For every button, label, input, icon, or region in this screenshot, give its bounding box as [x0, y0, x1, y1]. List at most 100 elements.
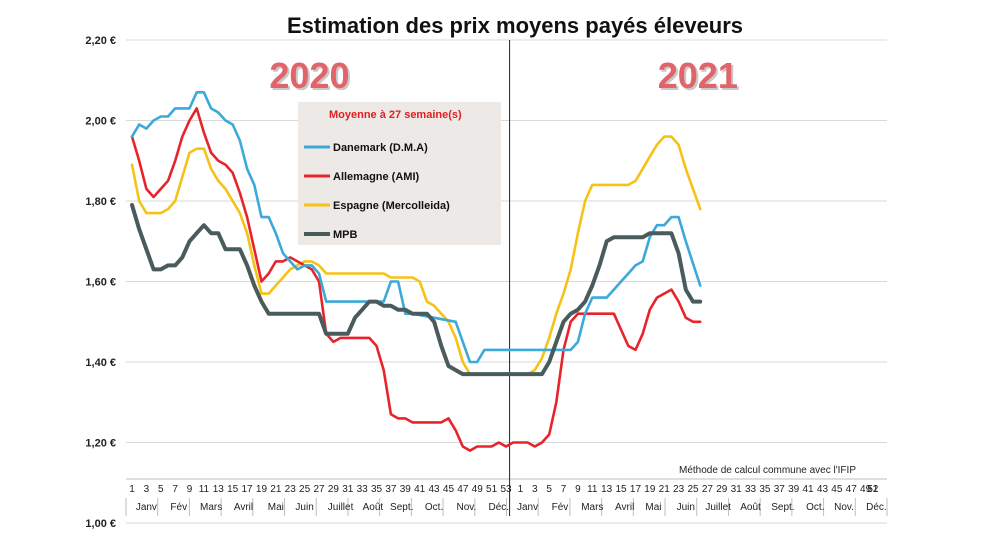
legend-label: Allemagne (AMI) — [333, 171, 420, 183]
x-week-label: 31 — [342, 484, 354, 495]
y-tick-label: 1,20 € — [85, 438, 116, 450]
annotation: Méthode de calcul commune avec l'IFIP — [679, 465, 856, 476]
x-week-label: 43 — [429, 484, 441, 495]
x-month-label: Avril — [615, 502, 634, 513]
x-month-label: Août — [740, 502, 761, 513]
legend: Moyenne à 27 semaine(s) Danemark (D.M.A) A… — [298, 102, 501, 245]
x-month-label: Juillet — [705, 502, 731, 513]
x-week-label: 29 — [716, 484, 728, 495]
x-month-label: Mai — [645, 502, 661, 513]
x-week-label: 15 — [616, 484, 628, 495]
x-week-label: 13 — [213, 484, 225, 495]
x-month-label: Fév — [170, 502, 187, 513]
series-line — [130, 203, 703, 377]
x-week-label: 33 — [745, 484, 757, 495]
x-week-label: 43 — [817, 484, 829, 495]
chart-title: Estimation des prix moyens payés éleveur… — [287, 13, 743, 38]
x-week-label: 51 — [486, 484, 498, 495]
x-week-label: 29 — [328, 484, 340, 495]
x-month-label: Juin — [295, 502, 313, 513]
x-week-label: 11 — [587, 484, 598, 495]
x-week-label: 23 — [673, 484, 685, 495]
x-week-label: 9 — [187, 484, 193, 495]
x-week-label: 25 — [687, 484, 699, 495]
x-week-label: 15 — [227, 484, 239, 495]
y-tick-label: 2,00 € — [85, 116, 116, 128]
x-axis: 1 3 5 7 9 11 13 15 17 19 21 23 25 27 29 31 33 35 37 39 41 43 4… — [125, 478, 888, 516]
x-month-label: Janv — [136, 502, 157, 513]
x-week-label: 19 — [644, 484, 656, 495]
x-week-label: 37 — [385, 484, 397, 495]
x-week-label: 3 — [144, 484, 150, 495]
x-week-label: 35 — [759, 484, 771, 495]
x-month-label: Juillet — [328, 502, 354, 513]
y-tick-label: 1,60 € — [85, 277, 116, 289]
x-month-label: Nov. — [834, 502, 854, 513]
x-month-label: Sept. — [390, 502, 413, 513]
x-week-label: 41 — [803, 484, 815, 495]
x-week-label: 53 — [500, 484, 512, 495]
x-week-label: 1 — [518, 484, 524, 495]
x-week-label: 17 — [242, 484, 254, 495]
y-tick-label: 1,80 € — [85, 196, 116, 208]
legend-box — [298, 102, 501, 245]
legend-title: Moyenne à 27 semaine(s) — [329, 109, 462, 121]
x-week-label: 9 — [575, 484, 581, 495]
x-week-label: 17 — [630, 484, 642, 495]
y-tick-label: 2,20 € — [85, 35, 116, 47]
x-week-label: 33 — [357, 484, 369, 495]
x-week-label: 47 — [457, 484, 469, 495]
x-month-label: Fév — [552, 502, 569, 513]
series-lines — [130, 91, 703, 452]
series-line — [130, 91, 702, 364]
x-week-label: 45 — [443, 484, 455, 495]
x-month-label: Avril — [234, 502, 253, 513]
x-week-label: 11 — [199, 484, 210, 495]
legend-label: Espagne (Mercolleida) — [333, 200, 450, 212]
x-week-label: 51 — [867, 484, 879, 495]
y-tick-label: 1,40 € — [85, 357, 116, 369]
x-week-label: 52 — [867, 484, 879, 495]
x-week-label: 47 — [846, 484, 858, 495]
x-week-label: 35 — [371, 484, 383, 495]
x-week-label: 23 — [285, 484, 297, 495]
legend-label: Danemark (D.M.A) — [333, 142, 428, 154]
x-week-label: 39 — [400, 484, 412, 495]
x-week-label: 39 — [788, 484, 800, 495]
x-week-label: 31 — [731, 484, 743, 495]
x-week-label: 1 — [129, 484, 135, 495]
x-week-label: 27 — [313, 484, 325, 495]
year-label: 2020 — [269, 55, 349, 96]
x-month-label: Oct. — [806, 502, 824, 513]
x-week-label: 3 — [532, 484, 538, 495]
x-month-label: Nov. — [457, 502, 477, 513]
grid — [126, 39, 887, 524]
x-week-label: 21 — [659, 484, 671, 495]
x-week-label: 37 — [774, 484, 786, 495]
x-week-label: 13 — [601, 484, 613, 495]
year-label: 2021 — [658, 55, 738, 96]
series-line — [130, 135, 702, 376]
x-month-label: Mars — [200, 502, 222, 513]
x-week-label: 7 — [561, 484, 567, 495]
x-month-label: Déc. — [866, 502, 887, 513]
year-label-shadow: 2020 — [271, 57, 351, 98]
x-week-label: 27 — [702, 484, 714, 495]
x-week-label: 19 — [256, 484, 268, 495]
x-month-label: Août — [363, 502, 384, 513]
x-week-label: 49 — [860, 484, 872, 495]
x-month-label: Sept. — [771, 502, 794, 513]
x-week-label: 41 — [414, 484, 426, 495]
legend-label: MPB — [333, 229, 358, 241]
x-week-label: 49 — [472, 484, 484, 495]
x-week-label: 5 — [158, 484, 164, 495]
x-week-label: 21 — [270, 484, 282, 495]
x-week-label: 45 — [831, 484, 843, 495]
x-week-label: 25 — [299, 484, 311, 495]
y-tick-label: 1,00 € — [85, 518, 116, 530]
x-month-label: Oct. — [425, 502, 443, 513]
year-label-shadow: 2021 — [660, 57, 740, 98]
